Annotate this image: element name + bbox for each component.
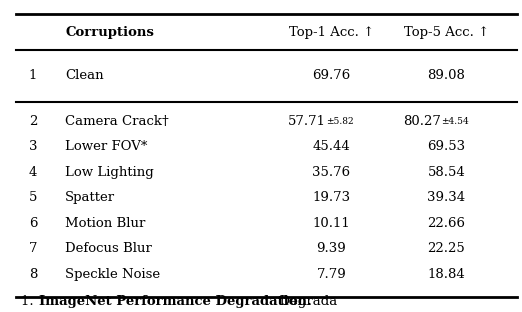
Text: 39.34: 39.34 [427,191,466,204]
Text: 7: 7 [29,242,37,256]
Text: Degrada: Degrada [271,295,338,308]
Text: Corruptions: Corruptions [65,26,154,39]
Text: Clean: Clean [65,69,104,82]
Text: ImageNet Performance Degradation.: ImageNet Performance Degradation. [39,295,312,308]
Text: ±5.82: ±5.82 [326,117,354,125]
Text: 18.84: 18.84 [428,268,465,281]
Text: Defocus Blur: Defocus Blur [65,242,152,256]
Text: Motion Blur: Motion Blur [65,217,146,230]
Text: 5: 5 [29,191,37,204]
Text: 89.08: 89.08 [428,69,465,82]
Text: 10.11: 10.11 [313,217,350,230]
Text: 69.76: 69.76 [312,69,351,82]
Text: Camera Crack†: Camera Crack† [65,115,169,128]
Text: 6: 6 [29,217,37,230]
Text: Spatter: Spatter [65,191,115,204]
Text: 1: 1 [29,69,37,82]
Text: 69.53: 69.53 [427,140,466,153]
Text: 1.: 1. [21,295,38,308]
Text: Top-1 Acc. ↑: Top-1 Acc. ↑ [289,26,374,39]
Text: 4: 4 [29,166,37,179]
Text: 35.76: 35.76 [312,166,351,179]
Text: 8: 8 [29,268,37,281]
Text: 2: 2 [29,115,37,128]
Text: 57.71: 57.71 [288,115,326,128]
Text: 45.44: 45.44 [313,140,350,153]
Text: 80.27: 80.27 [403,115,441,128]
Text: 9.39: 9.39 [317,242,346,256]
Text: Speckle Noise: Speckle Noise [65,268,160,281]
Text: 7.79: 7.79 [317,268,346,281]
Text: 3: 3 [29,140,37,153]
Text: 58.54: 58.54 [428,166,465,179]
Text: ±4.54: ±4.54 [441,117,469,125]
Text: 22.25: 22.25 [428,242,465,256]
Text: Lower FOV*: Lower FOV* [65,140,148,153]
Text: 22.66: 22.66 [428,217,465,230]
Text: Top-5 Acc. ↑: Top-5 Acc. ↑ [404,26,489,39]
Text: 19.73: 19.73 [312,191,351,204]
Text: Low Lighting: Low Lighting [65,166,154,179]
